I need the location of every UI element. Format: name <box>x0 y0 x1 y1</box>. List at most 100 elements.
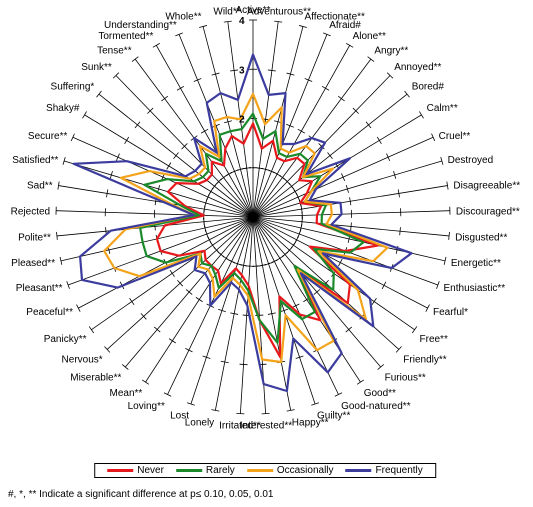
spoke-tick <box>386 153 391 162</box>
spoke-tick <box>195 297 203 303</box>
axis-label: Peaceful** <box>26 307 73 318</box>
spoke-tick <box>168 338 176 344</box>
axis-label: Tense** <box>97 45 132 56</box>
axis-label: Sunk** <box>81 62 112 73</box>
spoke-tick <box>352 107 359 114</box>
spoke-tick <box>106 189 109 198</box>
axis-label: Afraid# <box>329 20 361 31</box>
spoke-tick <box>96 90 102 98</box>
spoke-tick <box>448 231 450 240</box>
spoke-tick <box>311 402 319 406</box>
axis-label: Pleased** <box>11 258 55 269</box>
legend-label-never: Never <box>137 465 164 476</box>
spoke-tick <box>286 409 295 412</box>
spoke-tick <box>411 326 418 334</box>
spoke-tick <box>140 313 147 320</box>
legend-swatch-never <box>107 469 134 472</box>
legend-item-frequently: Frequently <box>345 465 423 476</box>
spoke-tick <box>223 20 232 23</box>
spoke-tick <box>153 326 161 333</box>
series-rarely-line <box>139 112 365 344</box>
spoke-tick <box>295 355 304 359</box>
spoke-tick <box>242 167 251 170</box>
axis-label: Nervous* <box>62 355 103 366</box>
spoke-tick <box>286 123 294 128</box>
axis-label: Panicky** <box>44 334 87 345</box>
spoke-tick <box>131 56 139 62</box>
spoke-tick <box>176 85 185 91</box>
spoke-tick <box>377 364 385 370</box>
axis-label: Guilty** <box>317 411 350 422</box>
spoke-tick <box>163 392 172 397</box>
axis-label: Cruel** <box>439 131 471 142</box>
spoke-tick <box>57 181 60 190</box>
axis-label: Free** <box>420 334 448 345</box>
spoke-tick <box>181 143 188 150</box>
axis-label: Furious** <box>385 373 426 384</box>
spoke-tick <box>350 222 352 231</box>
spoke-tick <box>236 412 245 415</box>
axis-label: Disagreeable** <box>453 181 520 192</box>
spoke-tick <box>56 231 58 240</box>
spoke-tick <box>124 136 130 145</box>
axis-label: Discouraged** <box>456 207 520 218</box>
spoke-tick <box>334 392 343 397</box>
spoke-tick <box>129 298 135 306</box>
spoke-tick <box>267 312 276 315</box>
axis-label: Whole** <box>165 12 201 23</box>
spoke-tick <box>286 72 295 76</box>
axis-label: Friendly** <box>403 355 446 366</box>
spoke-tick <box>323 32 331 37</box>
spoke-tick <box>443 256 447 265</box>
spoke-tick <box>291 303 300 308</box>
spoke-tick <box>337 95 345 102</box>
spoke-tick <box>173 152 179 159</box>
axis-label: Understanding** <box>104 20 177 31</box>
spoke-tick <box>200 128 209 134</box>
spoke-tick <box>341 173 346 181</box>
spoke-tick <box>345 326 353 333</box>
spoke-tick <box>76 304 81 312</box>
spoke-tick <box>70 133 75 142</box>
spoke-tick <box>211 72 220 76</box>
spoke-tick <box>381 281 387 290</box>
axis-label: Miserable** <box>70 373 121 384</box>
axis-label: Good** <box>364 388 396 399</box>
spoke-tick <box>397 189 400 198</box>
spoke-tick <box>297 128 306 134</box>
spoke-tick <box>175 32 183 37</box>
spoke-tick <box>161 95 169 102</box>
axis-label: Shaky# <box>46 103 80 114</box>
legend-label-frequently: Frequently <box>375 465 423 476</box>
spoke-tick <box>66 281 70 289</box>
center-marker <box>248 212 258 222</box>
legend-label-occasionally: Occasionally <box>276 465 334 476</box>
axis-label: Alone** <box>353 31 386 42</box>
radial-tick-label: 2 <box>239 115 245 126</box>
axis-label: Adventurous** <box>247 7 311 18</box>
axis-label: Secure** <box>28 131 68 142</box>
spoke-tick <box>345 185 349 193</box>
axis-label: Lonely <box>185 417 214 428</box>
axis-label: Irritated** <box>219 421 261 432</box>
axis-label: Interested** <box>240 421 292 432</box>
spoke-tick <box>193 78 202 82</box>
spoke-tick <box>399 227 401 236</box>
spoke-tick <box>274 20 283 23</box>
spoke-tick <box>313 289 321 295</box>
axis-label: Suffering* <box>51 81 95 92</box>
significance-footnote: #, *, ** Indicate a significant differen… <box>8 489 274 500</box>
spoke-tick <box>239 363 248 366</box>
spoke-tick <box>386 72 394 79</box>
spoke-tick <box>404 90 410 98</box>
spoke-tick <box>367 56 375 62</box>
spoke-tick <box>104 346 111 353</box>
axis-label: Enthusiastic** <box>444 283 506 294</box>
spoke-tick <box>218 308 226 313</box>
axis-label: Sad** <box>27 181 53 192</box>
spoke-tick <box>345 43 354 48</box>
axis-label: Active** <box>235 5 270 16</box>
spoke-tick <box>185 348 193 353</box>
spoke-tick <box>365 121 372 129</box>
axis-label: Destroyed <box>448 155 494 166</box>
